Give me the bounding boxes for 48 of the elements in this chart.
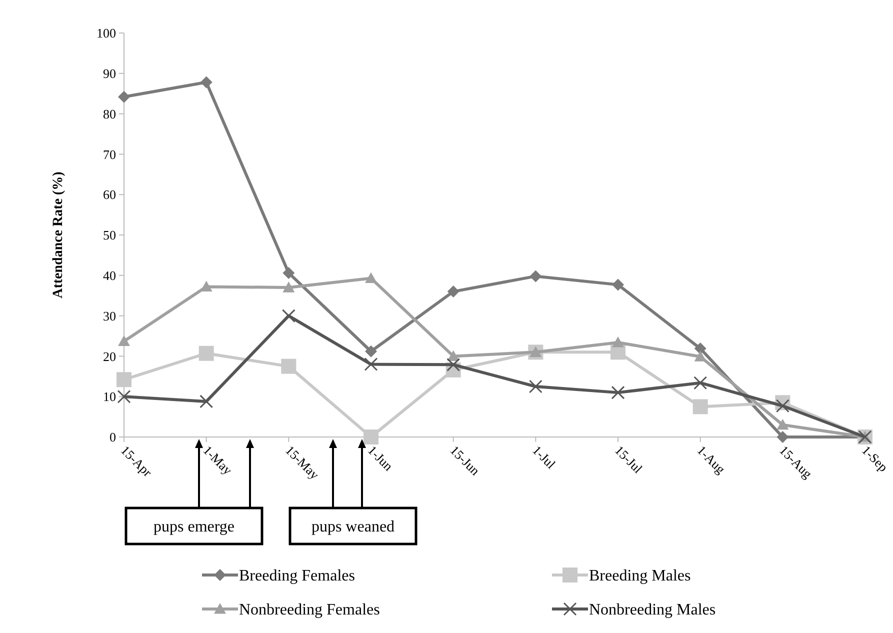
point [776,418,789,430]
legend-label: Breeding Females [239,568,355,585]
point [116,372,132,388]
y-tick-label: 0 [110,430,116,445]
point [364,358,378,372]
point [447,286,460,298]
legend-label: Nonbreeding Males [589,602,716,619]
point [612,336,624,348]
point [776,399,790,413]
point [118,90,130,103]
y-tick-label: 60 [103,187,116,202]
point [198,346,214,361]
text: pups weaned [311,518,395,536]
point [694,350,706,362]
point [530,270,542,282]
y-tick-label: 100 [96,26,116,41]
point [446,358,460,372]
point [530,346,542,357]
y-axis-title: Attendance Rate (%) [51,171,66,298]
y-tick-label: 50 [103,228,116,243]
point [776,431,789,443]
point [281,358,296,374]
point [694,342,706,355]
y-tick-label: 80 [103,106,116,122]
point [282,309,296,323]
point [282,266,295,279]
point [694,376,708,390]
point [118,335,130,346]
point [282,282,295,292]
y-tick-label: 20 [103,348,116,364]
text: pups emerge [153,518,235,536]
point [200,394,214,408]
point [611,386,625,400]
point [365,345,377,358]
point [528,380,542,394]
y-tick-label: 40 [103,268,116,283]
y-tick-label: 90 [103,66,116,81]
legend-label: Breeding Males [589,568,691,585]
point [200,76,212,88]
y-tick-label: 30 [103,308,116,324]
point [117,390,131,404]
point [364,430,378,444]
point [365,272,377,284]
y-tick-label: 70 [103,146,116,162]
y-tick-label: 10 [103,389,116,404]
point [612,278,624,291]
legend-label: Nonbreeding Females [239,602,380,619]
point [692,399,708,414]
